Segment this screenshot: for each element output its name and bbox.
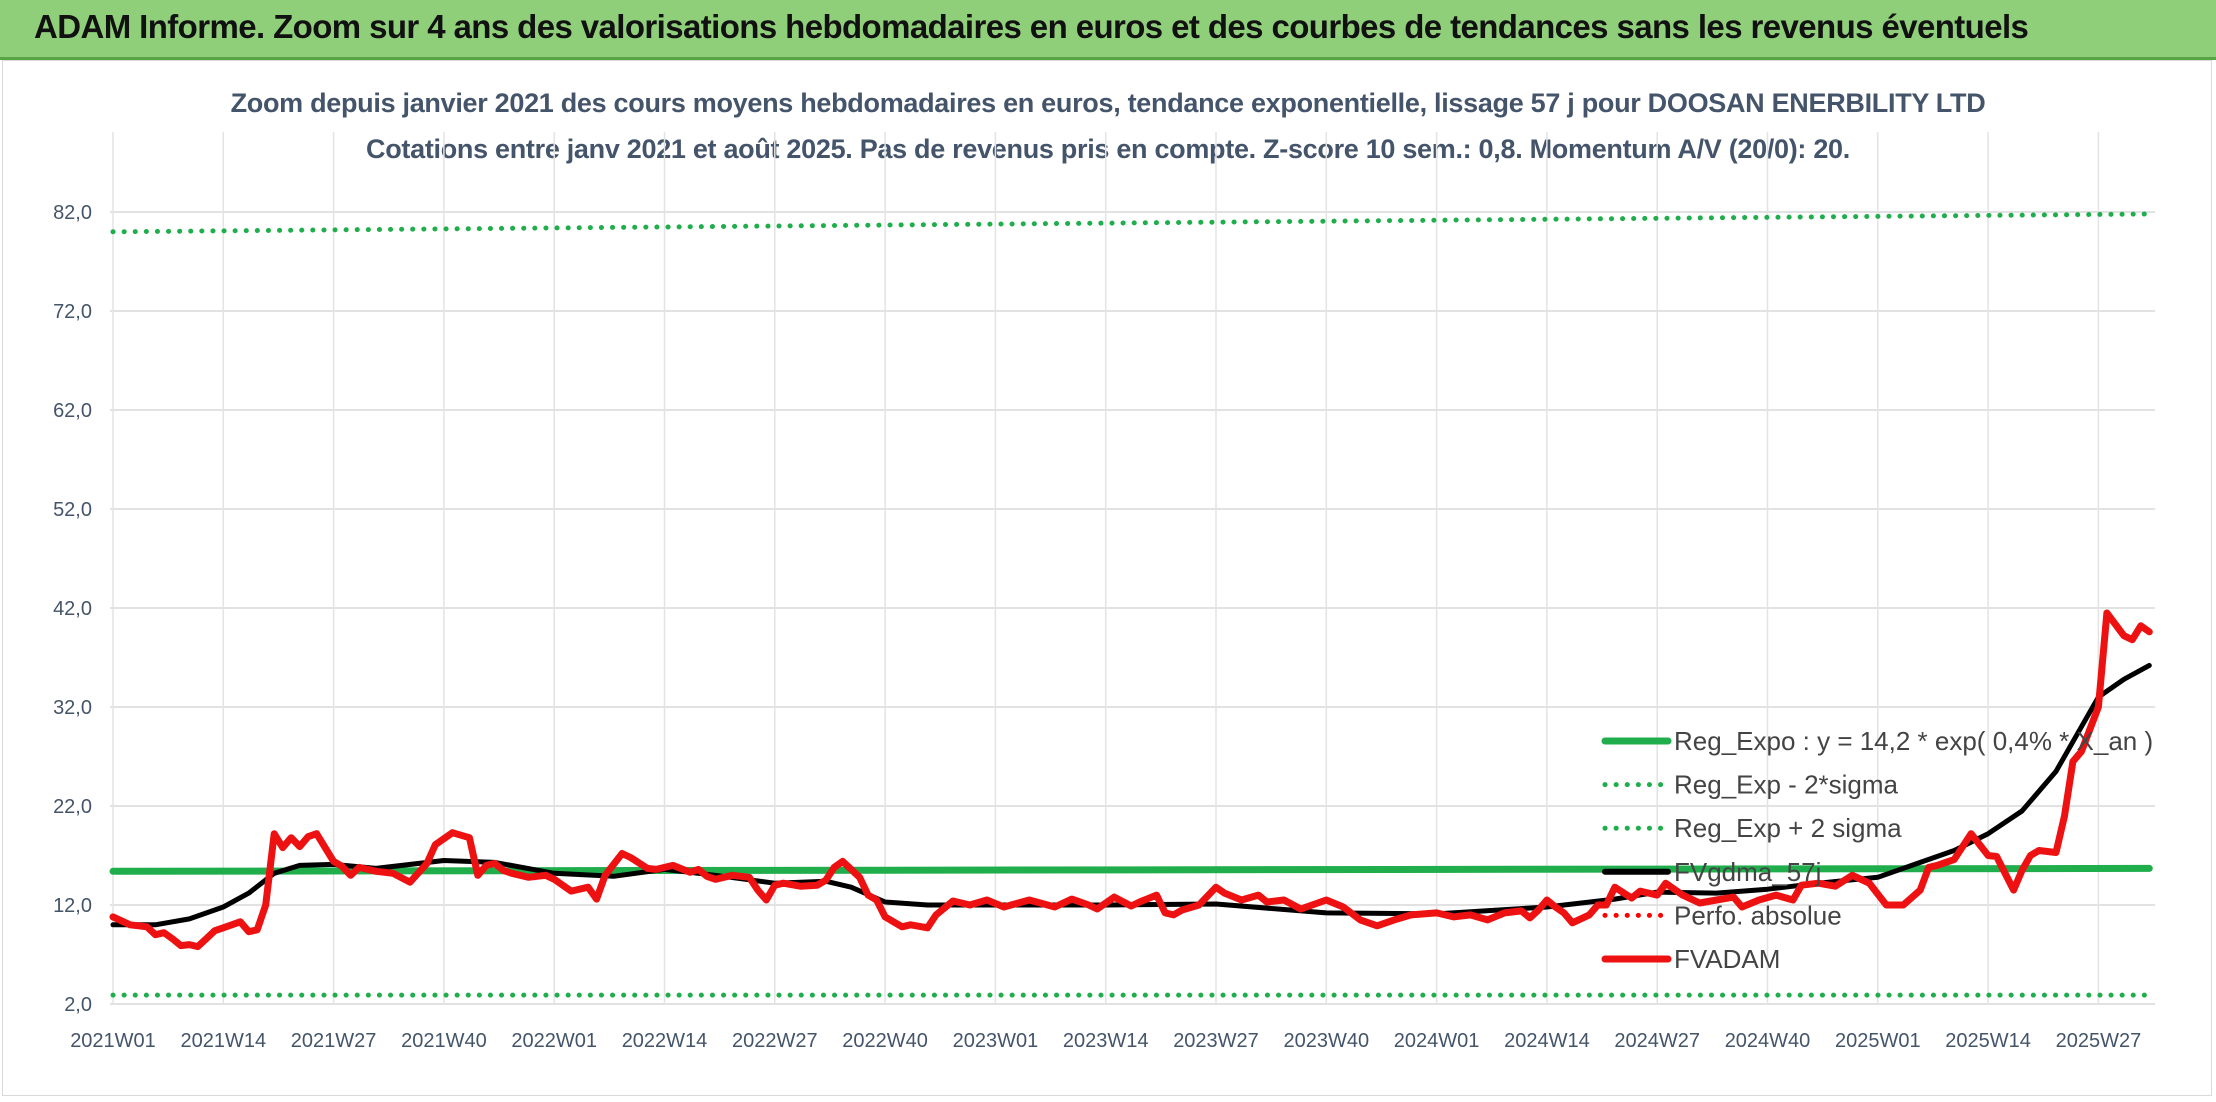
x-tick-label: 2021W14 bbox=[180, 1030, 266, 1052]
x-tick-label: 2022W40 bbox=[842, 1030, 928, 1052]
y-tick-label: 82,0 bbox=[53, 202, 92, 224]
x-tick-label: 2025W27 bbox=[2056, 1030, 2142, 1052]
y-tick-label: 62,0 bbox=[53, 400, 92, 422]
x-tick-label: 2022W14 bbox=[622, 1030, 708, 1052]
series-line-5 bbox=[109, 609, 2153, 951]
y-tick-label: 72,0 bbox=[53, 301, 92, 323]
x-tick-label: 2024W14 bbox=[1504, 1030, 1590, 1052]
x-tick-label: 2021W27 bbox=[291, 1030, 377, 1052]
legend-label: FVgdma_57j bbox=[1674, 857, 1821, 887]
y-tick-label: 2,0 bbox=[64, 994, 92, 1016]
legend-label: Reg_Exp - 2*sigma bbox=[1674, 770, 1899, 800]
series-line-0 bbox=[109, 864, 2153, 875]
legend-label: Reg_Expo : y = 14,2 * exp( 0,4% * X_an ) bbox=[1674, 726, 2153, 756]
x-tick-label: 2025W14 bbox=[1945, 1030, 2031, 1052]
x-tick-label: 2021W01 bbox=[70, 1030, 156, 1052]
x-tick-label: 2022W27 bbox=[732, 1030, 818, 1052]
chart-title: Zoom depuis janvier 2021 des cours moyen… bbox=[230, 88, 1986, 118]
x-tick-label: 2023W27 bbox=[1173, 1030, 1259, 1052]
y-tick-label: 32,0 bbox=[53, 697, 92, 719]
y-tick-label: 12,0 bbox=[53, 895, 92, 917]
x-tick-label: 2024W01 bbox=[1394, 1030, 1480, 1052]
y-tick-label: 42,0 bbox=[53, 598, 92, 620]
x-tick-label: 2022W01 bbox=[511, 1030, 597, 1052]
legend-label: Perfo. absolue bbox=[1674, 900, 1842, 930]
banner-title: ADAM Informe. Zoom sur 4 ans des valoris… bbox=[34, 8, 2029, 45]
x-tick-label: 2024W40 bbox=[1725, 1030, 1811, 1052]
x-tick-label: 2025W01 bbox=[1835, 1030, 1921, 1052]
series-line-2 bbox=[110, 211, 2152, 235]
legend-label: Reg_Exp + 2 sigma bbox=[1674, 813, 1902, 843]
y-tick-label: 22,0 bbox=[53, 796, 92, 818]
x-tick-label: 2023W01 bbox=[953, 1030, 1039, 1052]
banner: ADAM Informe. Zoom sur 4 ans des valoris… bbox=[0, 0, 2216, 60]
chart-subtitle: Cotations entre janv 2021 et août 2025. … bbox=[366, 134, 1850, 164]
x-tick-label: 2021W40 bbox=[401, 1030, 487, 1052]
x-tick-label: 2023W14 bbox=[1063, 1030, 1149, 1052]
x-tick-label: 2024W27 bbox=[1614, 1030, 1700, 1052]
y-tick-label: 52,0 bbox=[53, 499, 92, 521]
x-tick-label: 2023W40 bbox=[1283, 1030, 1369, 1052]
legend-label: FVADAM bbox=[1674, 944, 1780, 974]
chart-frame bbox=[2, 60, 2212, 1096]
